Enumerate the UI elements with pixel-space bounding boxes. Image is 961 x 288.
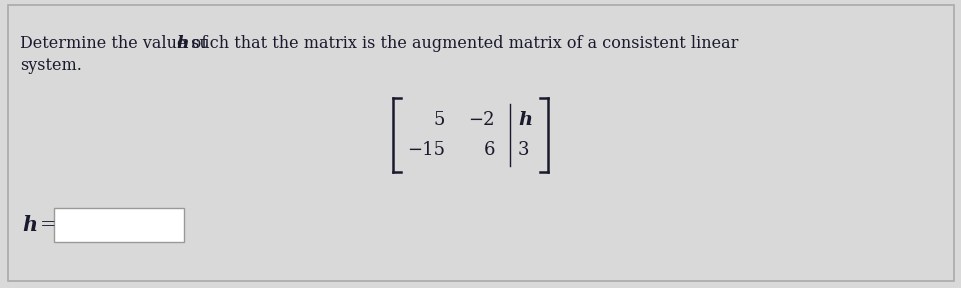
Text: 5: 5 <box>433 111 445 129</box>
Text: 3: 3 <box>517 141 529 159</box>
Text: =: = <box>40 216 57 234</box>
Text: such that the matrix is the augmented matrix of a consistent linear: such that the matrix is the augmented ma… <box>185 35 738 52</box>
Text: Determine the value of: Determine the value of <box>20 35 212 52</box>
Text: h: h <box>517 111 531 129</box>
Bar <box>54 208 184 242</box>
Text: system.: system. <box>20 57 82 74</box>
Text: −2: −2 <box>468 111 495 129</box>
Text: 6: 6 <box>483 141 495 159</box>
Text: h: h <box>176 35 188 52</box>
Text: −15: −15 <box>407 141 445 159</box>
Text: h: h <box>22 215 37 235</box>
